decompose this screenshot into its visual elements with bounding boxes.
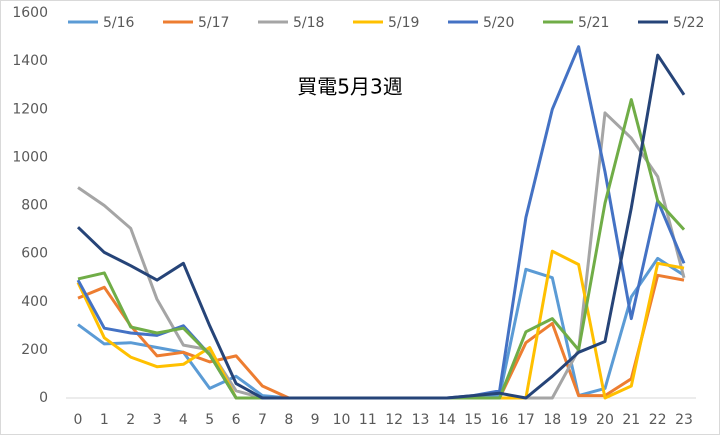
x-tick-label: 18 — [543, 412, 561, 428]
y-tick-label: 200 — [21, 342, 48, 358]
x-tick-label: 10 — [333, 412, 351, 428]
x-tick-label: 0 — [74, 412, 83, 428]
x-tick-label: 11 — [359, 412, 377, 428]
legend-label: 5/16 — [103, 15, 135, 31]
series-line — [76, 53, 686, 400]
x-tick-label: 15 — [464, 412, 482, 428]
y-tick-label: 1400 — [12, 53, 48, 69]
legend-label: 5/19 — [388, 15, 419, 31]
x-tick-label: 19 — [570, 412, 588, 428]
y-tick-label: 0 — [39, 390, 48, 406]
y-tick-label: 1200 — [12, 101, 48, 117]
x-tick-label: 9 — [311, 412, 320, 428]
x-tick-label: 7 — [258, 412, 267, 428]
x-tick-label: 17 — [517, 412, 535, 428]
y-tick-label: 400 — [21, 294, 48, 310]
x-tick-label: 3 — [153, 412, 162, 428]
x-tick-label: 22 — [649, 412, 667, 428]
x-tick-label: 8 — [284, 412, 293, 428]
x-tick-label: 1 — [100, 412, 109, 428]
x-tick-label: 14 — [438, 412, 456, 428]
y-tick-label: 1000 — [12, 149, 48, 165]
x-tick-label: 2 — [126, 412, 135, 428]
x-tick-label: 21 — [622, 412, 640, 428]
x-tick-label: 23 — [675, 412, 693, 428]
x-tick-label: 20 — [596, 412, 614, 428]
x-tick-label: 4 — [179, 412, 188, 428]
y-tick-label: 1600 — [12, 5, 48, 21]
chart-title: 買電5月3週 — [297, 75, 402, 99]
legend-label: 5/17 — [198, 15, 229, 31]
y-tick-label: 600 — [21, 246, 48, 262]
y-tick-label: 800 — [21, 198, 48, 214]
legend-label: 5/21 — [578, 15, 609, 31]
legend-label: 5/18 — [293, 15, 324, 31]
x-tick-label: 13 — [412, 412, 430, 428]
x-tick-label: 16 — [491, 412, 509, 428]
x-tick-label: 6 — [232, 412, 241, 428]
x-tick-label: 5 — [205, 412, 214, 428]
x-tick-label: 12 — [385, 412, 403, 428]
legend-label: 5/20 — [483, 15, 514, 31]
legend-label: 5/22 — [673, 15, 704, 31]
